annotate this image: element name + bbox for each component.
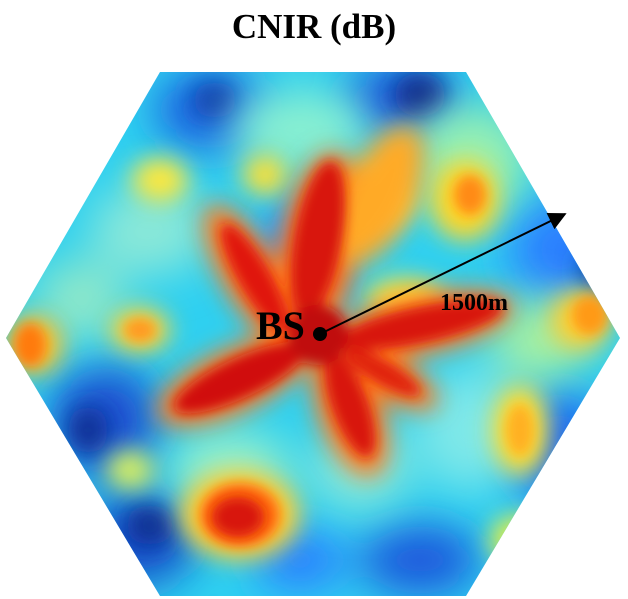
base-station-label: BS: [256, 303, 305, 348]
chart-title: CNIR (dB): [231, 7, 397, 46]
base-station-marker: [313, 327, 327, 341]
radius-arrow: [319, 213, 567, 335]
hexagonal-cell: [6, 72, 620, 596]
radius-label: 1500m: [440, 290, 508, 316]
